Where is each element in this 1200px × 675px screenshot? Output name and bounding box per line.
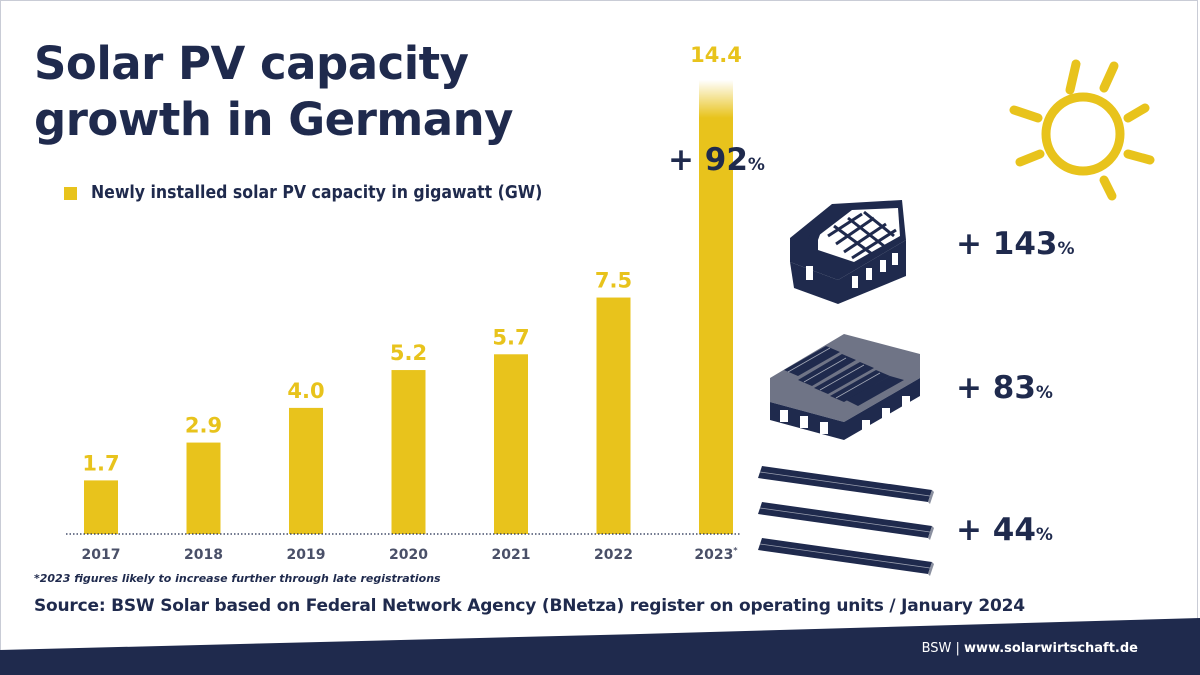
annotation-2023-growth: + 92% [668,142,765,178]
footnote: *2023 figures likely to increase further… [34,572,441,585]
bar-2017 [84,480,118,534]
segment-ground-value: + 44 [956,512,1036,548]
solar-panel-rows-icon [758,466,934,576]
data-label-2018: 2.9 [185,414,222,438]
warehouse-solar-icon [770,334,920,440]
segment-commercial-growth: + 83% [956,370,1053,406]
data-label-2022: 7.5 [595,269,632,293]
segment-residential-unit: % [1057,239,1075,259]
tick-label-2017: 2017 [82,547,121,563]
data-label-2017: 1.7 [82,451,119,475]
bar-2022 [596,297,631,534]
tick-label-2020: 2020 [389,547,428,563]
house-solar-icon [790,200,906,304]
legend-label: Newly installed solar PV capacity in gig… [91,183,543,203]
data-label-2023: 14.4 [690,43,742,67]
chart-legend: Newly installed solar PV capacity in gig… [64,183,542,203]
source-line: Source: BSW Solar based on Federal Netwo… [34,596,1025,616]
bar-2019 [289,407,323,534]
data-label-2020: 5.2 [390,341,427,365]
segment-commercial-unit: % [1035,383,1053,403]
footer-credit: BSW | www.solarwirtschaft.de [922,641,1138,656]
tick-label-2021: 2021 [492,547,531,563]
segment-commercial-value: + 83 [956,370,1036,406]
segment-residential-growth: + 143% [956,226,1075,262]
data-label-2021: 5.7 [492,325,529,349]
bar-fade-overlay [699,80,733,118]
tick-label-2023: 2023* [694,546,738,563]
bar-2020 [391,370,426,534]
segment-residential-value: + 143 [956,226,1058,262]
annotation-unit: % [747,155,765,175]
tick-label-2018: 2018 [184,547,223,563]
segment-ground-unit: % [1035,525,1053,545]
tick-label-2022: 2022 [594,547,633,563]
annotation-value: + 92 [668,142,748,178]
data-label-2019: 4.0 [287,379,324,403]
footer-url[interactable]: www.solarwirtschaft.de [964,641,1138,656]
footer-brand: BSW | [921,641,960,656]
bar-2021 [494,354,528,534]
page-title: Solar PV capacity growth in Germany [34,37,514,146]
tick-label-2019: 2019 [287,547,326,563]
bars-layer: 1.7 2017 2.9 2018 4.0 2019 5.2 2020 5.7 2021 7.5 20… [82,43,742,563]
bar-2018 [186,442,221,534]
bar-chart: 1.7 2017 2.9 2018 4.0 2019 5.2 2020 5.7 2021 7.5 20… [66,43,742,563]
bar-2023 [699,80,733,534]
legend-swatch [64,186,77,200]
segment-ground-growth: + 44% [956,512,1053,548]
sun-icon [1009,59,1155,201]
